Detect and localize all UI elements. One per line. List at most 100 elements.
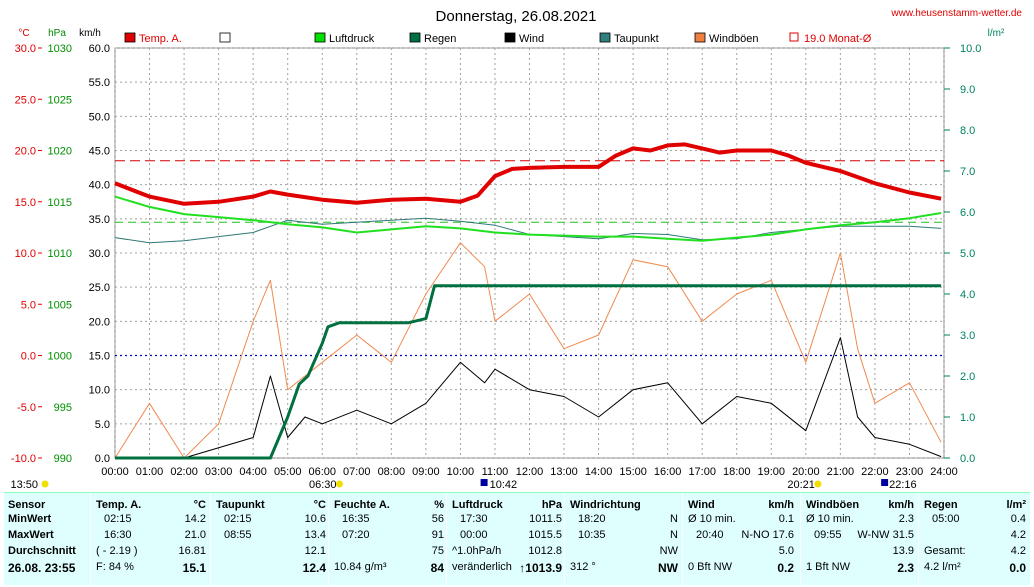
sensor-row-label: MinWert [8, 513, 52, 525]
temp-tick-label: -10.0 [11, 453, 36, 465]
col_wind-row-value: 0.1 [778, 513, 794, 525]
col_press-row-value: 1012.8 [528, 545, 562, 557]
col_hum-row-note: 16:35 [342, 513, 370, 525]
time-tick-label: 19:00 [758, 466, 786, 478]
legend-label: Taupunkt [614, 33, 659, 45]
rain-tick-label: 1.0 [960, 412, 975, 424]
legend-label: Wind [519, 33, 544, 45]
kmh-tick-label: 25.0 [89, 282, 110, 294]
legend-swatch [694, 32, 706, 43]
hpa-tick-label: 1020 [48, 146, 72, 158]
col_hum-row-value: 56 [431, 513, 444, 525]
col_dir-row-value: N [670, 513, 678, 525]
col_dir-footer-value: NW [658, 561, 678, 575]
column-separator [328, 493, 329, 585]
col_rain-footer-note: 4.2 l/m² [924, 561, 961, 573]
col_gust-row-value: W-NW 31.5 [857, 529, 914, 541]
time-tick-label: 17:00 [688, 466, 716, 478]
col_gust-footer-value: 2.3 [897, 561, 914, 575]
col_press-row-value: 1011.5 [529, 513, 562, 525]
col_hum-footer-value: 84 [430, 561, 444, 575]
col_wind-footer-value: 0.2 [777, 561, 794, 575]
col_rain-row-value: 4.2 [1010, 529, 1026, 541]
time-tick-label: 02:00 [170, 466, 198, 478]
legend-label: Regen [424, 33, 456, 45]
rain-tick-label: 8.0 [960, 125, 975, 137]
sensor-row-label: MaxWert [8, 529, 54, 541]
col_temp-footer-value: 15.1 [182, 561, 206, 575]
sensor-header: Sensor [8, 499, 46, 511]
rain-tick-label: 9.0 [960, 84, 975, 96]
col_dew-row-note: 08:55 [224, 529, 252, 541]
time-tick-label: 23:00 [896, 466, 924, 478]
col_dew-header: Taupunkt [216, 499, 265, 511]
time-tick-label: 04:00 [239, 466, 267, 478]
col_hum-footer-note: 10.84 g/m³ [334, 561, 387, 573]
temp-tick-label: 25.0 [15, 94, 36, 106]
col_press-footer-value: ↑1013.9 [519, 561, 562, 575]
legend-label: Luftdruck [329, 33, 375, 45]
sunset-label: 20:21 [787, 479, 815, 491]
legend-swatch [504, 32, 516, 43]
col_gust-row-note: 09:55 [814, 529, 842, 541]
time-tick-label: 06:00 [308, 466, 336, 478]
axis-tick-labels: 30.0 25.0 20.0 15.0 10.0 5.0 0.0 -5.0 -10.0 1030 1… [11, 43, 982, 478]
hpa-tick-label: 1000 [48, 351, 72, 363]
pressure-series-line [114, 195, 942, 242]
col_dew-row-value: 12.1 [304, 545, 326, 557]
col_hum-row-value: 91 [431, 529, 444, 541]
kmh-tick-label: 20.0 [89, 316, 110, 328]
col_hum-header: Feuchte A. [334, 499, 390, 511]
col_wind-unit: km/h [768, 499, 794, 511]
column-separator [918, 493, 919, 585]
kmh-tick-label: 40.0 [89, 180, 110, 192]
wind-series-line [115, 337, 942, 459]
col_wind-row-value: 5.0 [778, 545, 794, 557]
rain-tick-label: 7.0 [960, 166, 975, 178]
col_temp-row-value: 16.81 [178, 545, 206, 557]
time-tick-label: 14:00 [585, 466, 613, 478]
time-tick-label: 15:00 [619, 466, 647, 478]
col_temp-header: Temp. A. [96, 499, 142, 511]
legend-swatch [124, 32, 136, 43]
col_temp-row-note: ( - 2.19 ) [96, 545, 138, 557]
legend-label: 19.0 Monat-Ø [804, 33, 872, 45]
temp-tick-label: 10.0 [15, 248, 36, 260]
rain-tick-label: 5.0 [960, 248, 975, 260]
col_dew-row-note: 02:15 [224, 513, 252, 525]
col_wind-row-value: N-NO 17.6 [741, 529, 794, 541]
time-tick-label: 09:00 [412, 466, 440, 478]
col_hum-unit: % [434, 499, 444, 511]
time-tick-label: 20:00 [792, 466, 820, 478]
col_hum-row-value: 75 [431, 545, 444, 557]
rain-tick-label: 2.0 [960, 371, 975, 383]
col_press-header: Luftdruck [452, 499, 503, 511]
unit-temp-label: °C [18, 28, 29, 39]
time-tick-label: 01:00 [136, 466, 164, 478]
col_wind-footer-note: 0 Bft NW [688, 561, 733, 573]
col_press-row-note: 00:00 [460, 529, 488, 541]
time-tick-label: 03:00 [205, 466, 233, 478]
col_rain-header: Regen [924, 499, 958, 511]
plot-area [114, 142, 942, 460]
kmh-tick-label: 0.0 [95, 453, 110, 465]
temp-tick-label: -5.0 [17, 402, 36, 414]
time-tick-label: 10:00 [447, 466, 475, 478]
website-link[interactable]: www.heusenstamm-wetter.de [890, 8, 1022, 19]
col_dew-row-value: 10.6 [304, 513, 326, 525]
kmh-tick-label: 45.0 [89, 146, 110, 158]
column-separator [800, 493, 801, 585]
hpa-tick-label: 1015 [48, 197, 72, 209]
col_gust-row-note: Ø 10 min. [806, 513, 854, 525]
col_hum-row-note: 07:20 [342, 529, 370, 541]
temp-tick-label: 20.0 [15, 146, 36, 158]
col_gust-unit: km/h [888, 499, 914, 511]
sensor-footer: 26.08. 23:55 [8, 561, 76, 575]
legend-swatch [219, 32, 231, 43]
col_dir-header: Windrichtung [570, 499, 641, 511]
kmh-tick-label: 5.0 [95, 419, 110, 431]
sunrise-label: 06:30 [309, 479, 337, 491]
time-tick-label: 08:00 [378, 466, 406, 478]
rain-tick-label: 0.0 [960, 453, 975, 465]
sunset-symbol [814, 480, 822, 488]
